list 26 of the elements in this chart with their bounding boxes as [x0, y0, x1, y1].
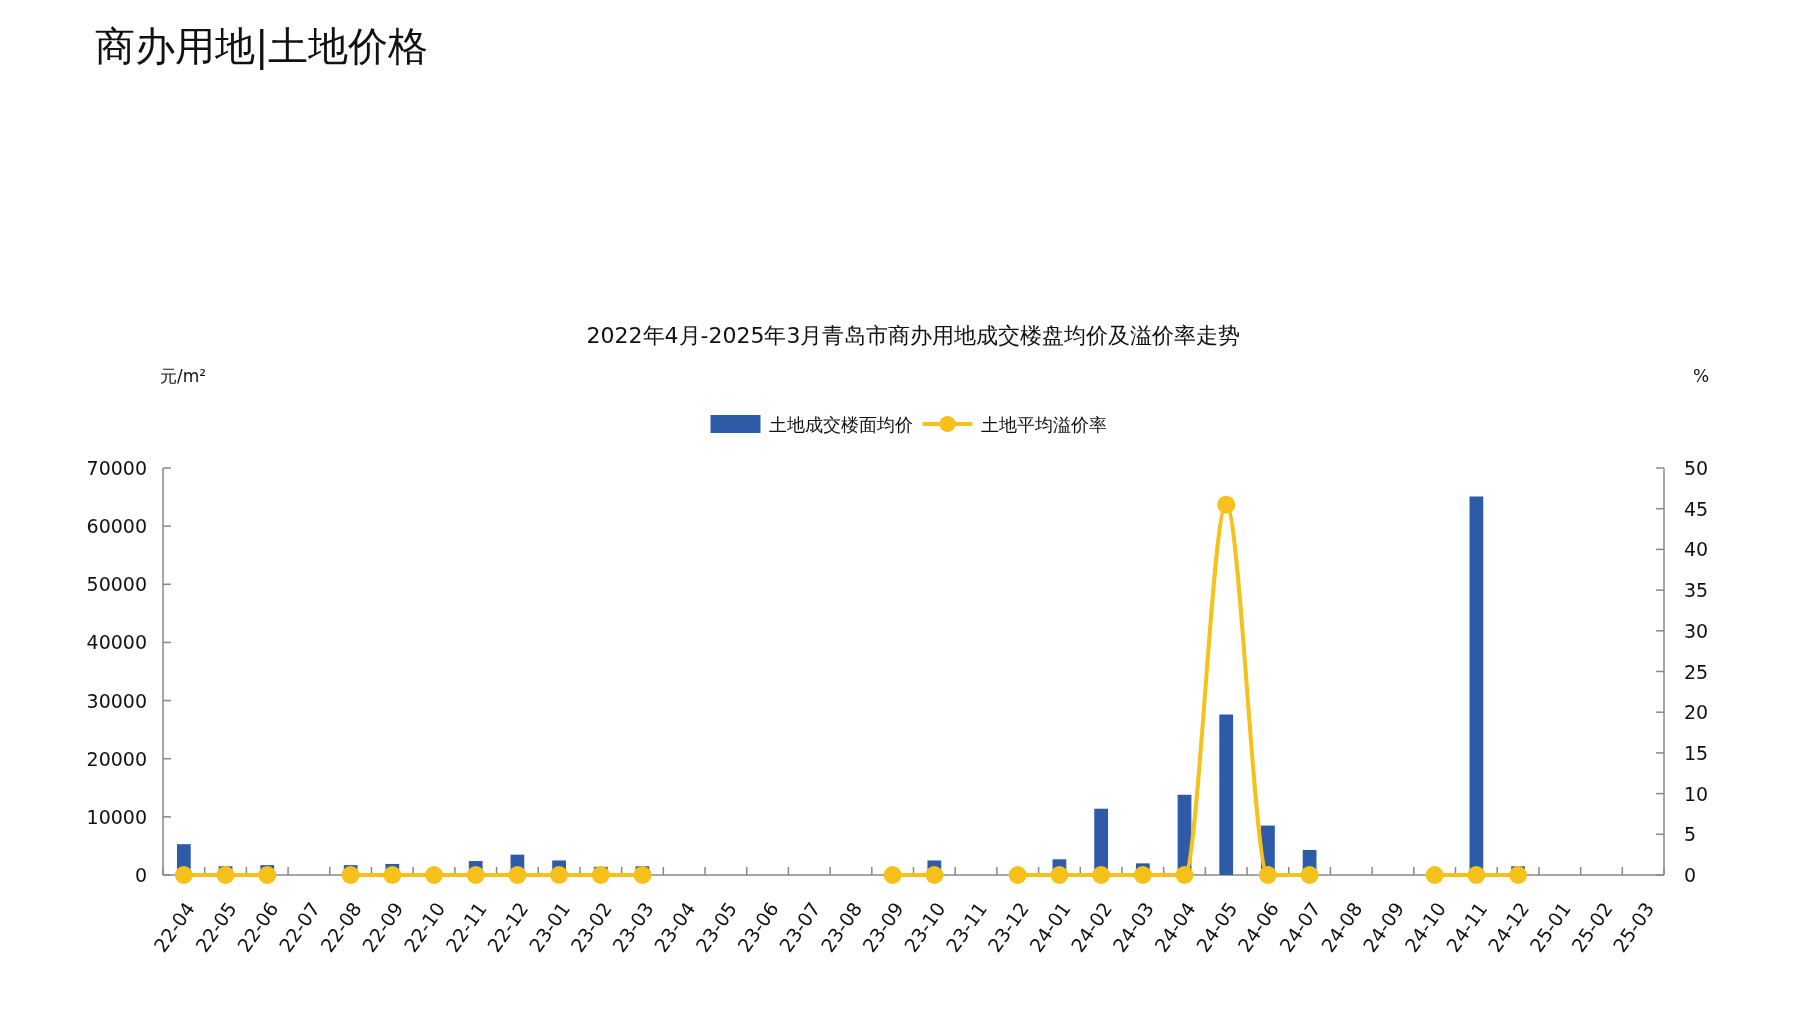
y-tick-label: 40000 — [86, 631, 147, 654]
y-tick-label: 30000 — [86, 689, 147, 712]
legend-label: 土地平均溢价率 — [980, 414, 1107, 435]
y2-axis-title: % — [1693, 366, 1710, 386]
y-tick-label: 20000 — [86, 747, 147, 770]
y-tick-label: 50000 — [86, 573, 147, 596]
legend-label: 土地成交楼面均价 — [768, 414, 913, 435]
y2-tick-label: 35 — [1684, 579, 1709, 602]
y2-tick-label: 10 — [1684, 782, 1709, 805]
y-tick-label: 0 — [134, 864, 147, 886]
y2-tick-label: 40 — [1684, 538, 1709, 561]
y-tick-label: 60000 — [86, 515, 147, 538]
y2-tick-label: 0 — [1684, 864, 1697, 886]
chart-title: 2022年4月-2025年3月青岛市商办用地成交楼盘均价及溢价率走势 — [586, 323, 1241, 348]
y2-tick-label: 20 — [1684, 701, 1709, 724]
y2-tick-label: 15 — [1684, 741, 1709, 764]
y2-tick-label: 45 — [1684, 497, 1709, 520]
y-axis-title: 元/m² — [160, 366, 207, 386]
bar — [1219, 714, 1234, 875]
y-tick-label: 10000 — [86, 805, 147, 828]
y2-tick-label: 50 — [1684, 457, 1709, 479]
text: 商办用地|土地价格 — [95, 23, 429, 70]
y-tick-label: 70000 — [86, 457, 147, 479]
y2-tick-label: 25 — [1684, 660, 1709, 683]
y2-tick-label: 30 — [1684, 619, 1709, 642]
y2-tick-label: 5 — [1684, 823, 1697, 846]
